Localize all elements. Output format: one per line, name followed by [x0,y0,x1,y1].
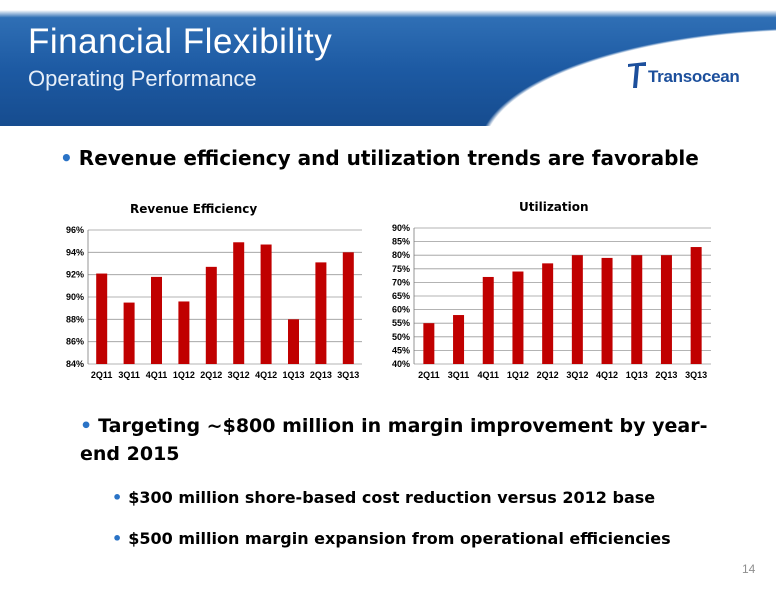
utilization-xtick-label: 4Q11 [477,370,499,380]
revenue-ytick-label: 94% [66,247,84,257]
revenue-bar-3Q11 [123,302,135,364]
utilization-xtick-label: 2Q13 [655,370,677,380]
revenue-bar-4Q12 [260,244,272,364]
bullet-sub-2: • $500 million margin expansion from oper… [112,529,671,548]
utilization-bar-3Q11 [453,315,465,364]
utilization-xtick-label: 3Q12 [566,370,588,380]
utilization-ytick-label: 45% [392,345,410,355]
revenue-ytick-label: 90% [66,292,84,302]
bullet-sub-2-text: $500 million margin expansion from opera… [128,529,671,548]
bullet-dot-icon: • [112,488,123,507]
header-swoosh [0,0,776,126]
revenue-xtick-label: 4Q11 [146,370,168,380]
page-subtitle: Operating Performance [28,66,257,91]
bullet-dot-icon: • [112,529,123,548]
header-band: Financial Flexibility Operating Performa… [0,0,776,126]
bullet-dot-icon: • [80,415,93,437]
utilization-bar-3Q13 [690,247,702,364]
logo-text: Transocean [648,67,740,86]
chart-title-utilization: Utilization [519,200,589,214]
utilization-xtick-label: 1Q12 [507,370,529,380]
revenue-bar-3Q12 [233,242,245,364]
revenue-bar-4Q11 [151,276,162,364]
bullet-main-text: Revenue efficiency and utilization trend… [78,146,699,170]
utilization-xtick-label: 4Q12 [596,370,618,380]
revenue-xtick-label: 2Q12 [200,370,222,380]
bullet-sub-1: • $300 million shore-based cost reduction… [112,488,655,507]
bullet-targeting-text: Targeting ~$800 million in margin improv… [80,415,708,465]
utilization-bar-2Q12 [542,263,554,364]
revenue-bar-2Q11 [96,273,108,364]
utilization-ytick-label: 55% [392,318,410,328]
utilization-xtick-label: 2Q12 [537,370,559,380]
revenue-bar-1Q13 [288,319,299,364]
utilization-xtick-label: 3Q11 [448,370,470,380]
revenue-bar-2Q12 [205,266,217,364]
revenue-xtick-label: 2Q13 [310,370,332,380]
revenue-xtick-label: 1Q12 [173,370,195,380]
utilization-xtick-label: 3Q13 [685,370,707,380]
utilization-ytick-label: 80% [392,250,410,260]
revenue-ytick-label: 84% [66,359,84,369]
transocean-logo-icon [628,62,646,88]
utilization-bar-1Q13 [631,255,643,364]
bullet-dot-icon: • [60,146,73,170]
utilization-ytick-label: 65% [392,291,410,301]
utilization-bar-3Q12 [571,255,583,364]
utilization-bar-2Q13 [660,255,672,364]
utilization-xtick-label: 2Q11 [418,370,440,380]
utilization-ytick-label: 50% [392,332,410,342]
bullet-sub-1-text: $300 million shore-based cost reduction … [128,488,656,507]
page-title: Financial Flexibility [28,22,333,61]
revenue-xtick-label: 3Q11 [118,370,140,380]
utilization-bar-4Q11 [482,276,494,364]
transocean-logo: Transocean [626,60,766,90]
utilization-ytick-label: 40% [392,359,410,369]
page-number: 14 [742,562,756,576]
revenue-bar-3Q13 [342,252,354,364]
revenue-ytick-label: 86% [66,337,84,347]
chart-title-revenue-efficiency: Revenue Efficiency [130,202,258,216]
revenue-bar-1Q12 [178,301,190,364]
utilization-bar-2Q11 [423,323,435,364]
utilization-ytick-label: 60% [392,305,410,315]
utilization-ytick-label: 70% [392,277,410,287]
revenue-ytick-label: 88% [66,314,84,324]
utilization-bar-1Q12 [512,271,524,364]
revenue-xtick-label: 4Q12 [255,370,277,380]
revenue-xtick-label: 3Q12 [228,370,250,380]
revenue-ytick-label: 96% [66,225,84,235]
utilization-bar-4Q12 [601,257,613,364]
utilization-xtick-label: 1Q13 [626,370,648,380]
revenue-xtick-label: 1Q13 [282,370,304,380]
bullet-main: • Revenue efficiency and utilization tren… [60,146,699,170]
revenue-xtick-label: 3Q13 [337,370,359,380]
utilization-ytick-label: 90% [392,223,410,233]
utilization-ytick-label: 75% [392,264,410,274]
revenue-xtick-label: 2Q11 [91,370,113,380]
utilization-ytick-label: 85% [392,237,410,247]
revenue-ytick-label: 92% [66,270,84,280]
bullet-targeting: • Targeting ~$800 million in margin impro… [80,412,720,468]
revenue-bar-2Q13 [315,262,327,364]
